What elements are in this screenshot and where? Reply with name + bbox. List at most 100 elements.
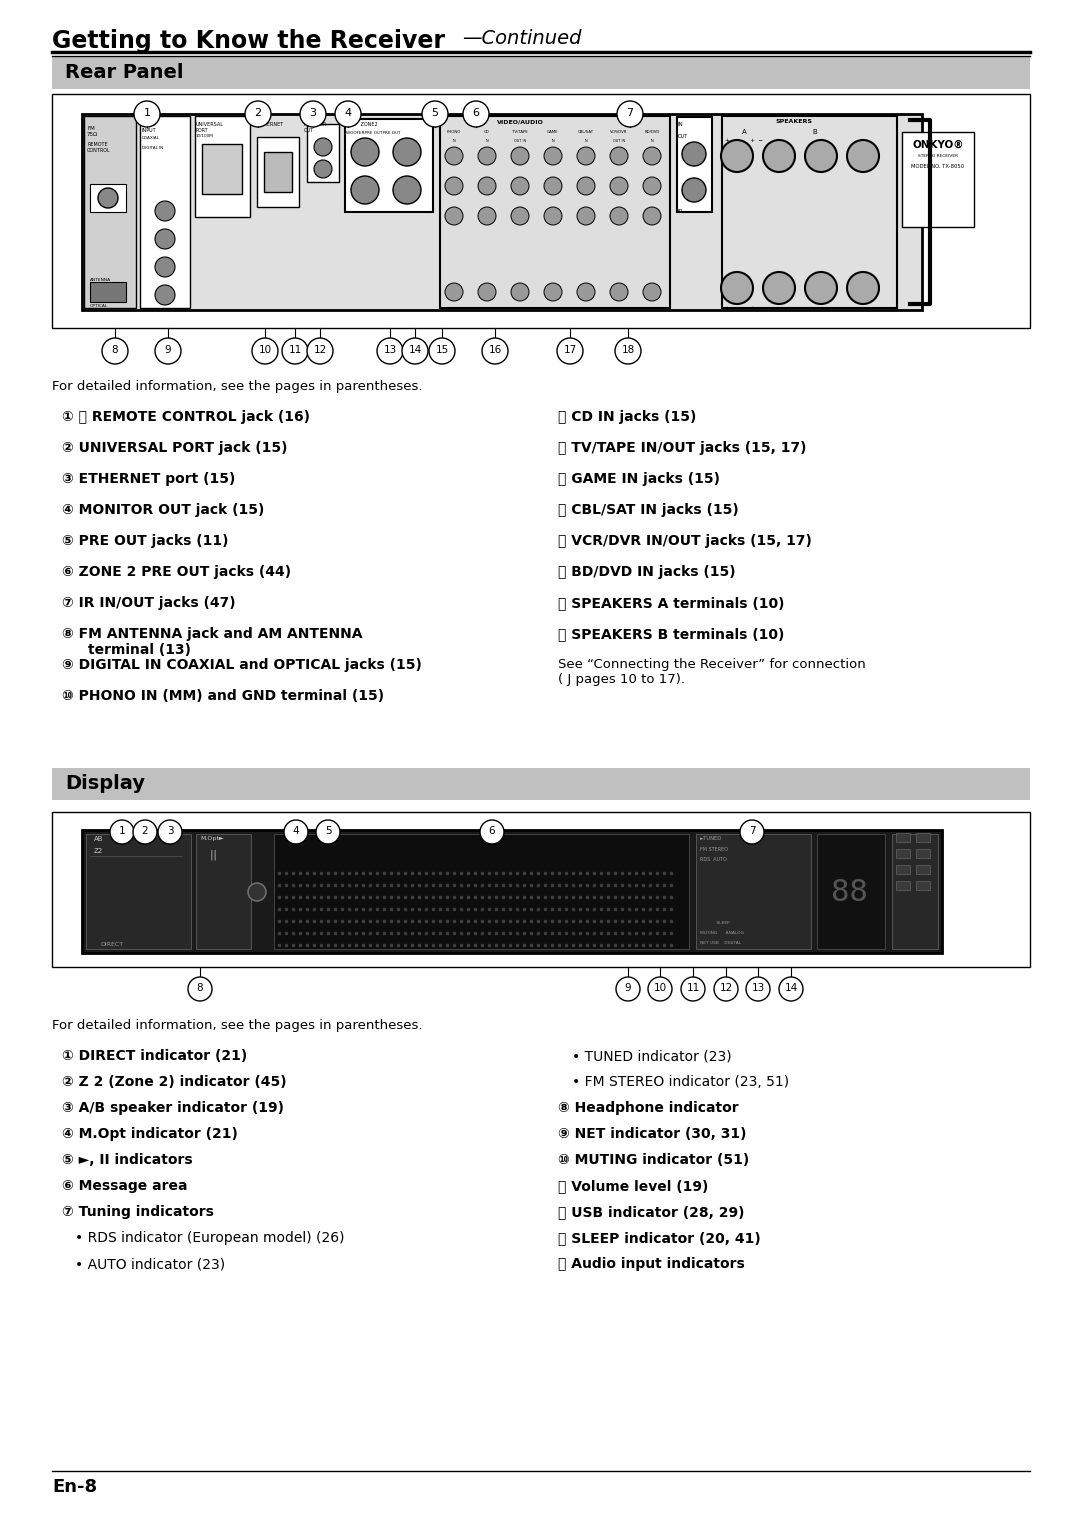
Circle shape xyxy=(478,177,496,195)
Text: ① DIRECT indicator (21): ① DIRECT indicator (21) xyxy=(62,1048,247,1064)
Circle shape xyxy=(681,977,705,1001)
Circle shape xyxy=(615,337,642,365)
Text: 5: 5 xyxy=(432,108,438,118)
Circle shape xyxy=(577,177,595,195)
Bar xyxy=(274,835,689,949)
Bar xyxy=(52,95,1030,328)
Bar xyxy=(896,833,910,842)
Circle shape xyxy=(511,146,529,165)
Text: MODEL NO. TX-8050: MODEL NO. TX-8050 xyxy=(912,163,964,169)
Circle shape xyxy=(245,101,271,127)
Circle shape xyxy=(577,146,595,165)
Circle shape xyxy=(402,337,428,365)
Bar xyxy=(696,835,811,949)
Text: ANTENNA: ANTENNA xyxy=(90,278,111,282)
Text: For detailed information, see the pages in parentheses.: For detailed information, see the pages … xyxy=(52,380,422,394)
Bar xyxy=(195,116,249,217)
Text: M.Opt►: M.Opt► xyxy=(200,836,224,841)
Circle shape xyxy=(335,101,361,127)
Text: FM STEREO: FM STEREO xyxy=(700,847,728,852)
Text: 10: 10 xyxy=(258,345,271,356)
Text: 11: 11 xyxy=(687,983,700,993)
Text: 17: 17 xyxy=(564,345,577,356)
Bar xyxy=(916,865,930,874)
Text: ⑩ MUTING indicator (51): ⑩ MUTING indicator (51) xyxy=(558,1154,750,1167)
Circle shape xyxy=(643,177,661,195)
Text: 14: 14 xyxy=(408,345,421,356)
Bar xyxy=(896,865,910,874)
Circle shape xyxy=(282,337,308,365)
Text: 5: 5 xyxy=(325,826,332,836)
Text: 16: 16 xyxy=(488,345,501,356)
Text: 8: 8 xyxy=(111,345,119,356)
Circle shape xyxy=(617,101,643,127)
Bar xyxy=(84,116,136,308)
Circle shape xyxy=(314,160,332,179)
Text: ⑱ SPEAKERS B terminals (10): ⑱ SPEAKERS B terminals (10) xyxy=(558,627,784,641)
Text: AB: AB xyxy=(94,836,104,842)
Text: SPEAKERS: SPEAKERS xyxy=(775,119,812,124)
Text: ⑥ Message area: ⑥ Message area xyxy=(62,1180,188,1193)
Text: RDS  AUTO: RDS AUTO xyxy=(700,858,727,862)
Text: ⑦ Tuning indicators: ⑦ Tuning indicators xyxy=(62,1206,214,1219)
Text: VIDEO/AUDIO: VIDEO/AUDIO xyxy=(497,119,544,124)
Circle shape xyxy=(429,337,455,365)
Text: For detailed information, see the pages in parentheses.: For detailed information, see the pages … xyxy=(52,1019,422,1032)
Text: 7: 7 xyxy=(626,108,634,118)
Circle shape xyxy=(351,175,379,204)
Circle shape xyxy=(544,208,562,224)
Bar xyxy=(902,133,974,227)
Text: 3: 3 xyxy=(310,108,316,118)
Text: IN: IN xyxy=(453,139,456,143)
Text: —Continued: —Continued xyxy=(462,29,581,47)
Text: ⑨ NET indicator (30, 31): ⑨ NET indicator (30, 31) xyxy=(558,1128,746,1141)
Text: 13: 13 xyxy=(752,983,765,993)
Circle shape xyxy=(351,137,379,166)
Text: ③ A/B speaker indicator (19): ③ A/B speaker indicator (19) xyxy=(62,1100,284,1116)
Text: 3: 3 xyxy=(166,826,173,836)
Circle shape xyxy=(422,101,448,127)
Text: ⑪ Volume level (19): ⑪ Volume level (19) xyxy=(558,1180,708,1193)
Bar xyxy=(816,835,885,949)
Text: TV/TAPE: TV/TAPE xyxy=(512,130,528,134)
Text: ⑦ IR IN/OUT jacks (47): ⑦ IR IN/OUT jacks (47) xyxy=(62,597,235,610)
Circle shape xyxy=(616,977,640,1001)
Text: ⑤ ►, II indicators: ⑤ ►, II indicators xyxy=(62,1154,192,1167)
Circle shape xyxy=(156,201,175,221)
Text: 2: 2 xyxy=(141,826,148,836)
Text: ⑰ SPEAKERS A terminals (10): ⑰ SPEAKERS A terminals (10) xyxy=(558,597,784,610)
Text: 7: 7 xyxy=(748,826,755,836)
Text: MONITOR
OUT: MONITOR OUT xyxy=(303,122,327,133)
Text: 12: 12 xyxy=(313,345,326,356)
Text: 8: 8 xyxy=(197,983,203,993)
Text: 10/100M: 10/100M xyxy=(195,134,214,137)
Bar xyxy=(140,116,190,308)
Circle shape xyxy=(377,337,403,365)
Circle shape xyxy=(478,146,496,165)
Text: +  −       +  −: + − + − xyxy=(725,307,762,311)
Circle shape xyxy=(307,337,333,365)
Circle shape xyxy=(762,272,795,304)
Circle shape xyxy=(610,208,627,224)
Text: ① ⨽ REMOTE CONTROL jack (16): ① ⨽ REMOTE CONTROL jack (16) xyxy=(62,410,310,424)
Text: ⑩ PHONO IN (MM) and GND terminal (15): ⑩ PHONO IN (MM) and GND terminal (15) xyxy=(62,690,384,703)
Circle shape xyxy=(544,146,562,165)
Circle shape xyxy=(643,282,661,301)
Text: 11: 11 xyxy=(288,345,301,356)
Circle shape xyxy=(314,137,332,156)
Text: Z2: Z2 xyxy=(94,848,104,855)
Circle shape xyxy=(284,819,308,844)
Bar xyxy=(440,116,670,308)
Bar xyxy=(264,153,292,192)
Text: 88: 88 xyxy=(831,877,867,906)
Text: ⑭ CBL/SAT IN jacks (15): ⑭ CBL/SAT IN jacks (15) xyxy=(558,504,739,517)
Bar xyxy=(195,835,251,949)
Text: SLEEP: SLEEP xyxy=(700,922,730,925)
Text: See “Connecting the Receiver” for connection
( J pages 10 to 17).: See “Connecting the Receiver” for connec… xyxy=(558,658,866,687)
Bar xyxy=(896,881,910,890)
Circle shape xyxy=(156,229,175,249)
Circle shape xyxy=(847,272,879,304)
Bar xyxy=(202,143,242,194)
Circle shape xyxy=(158,819,183,844)
Circle shape xyxy=(762,140,795,172)
